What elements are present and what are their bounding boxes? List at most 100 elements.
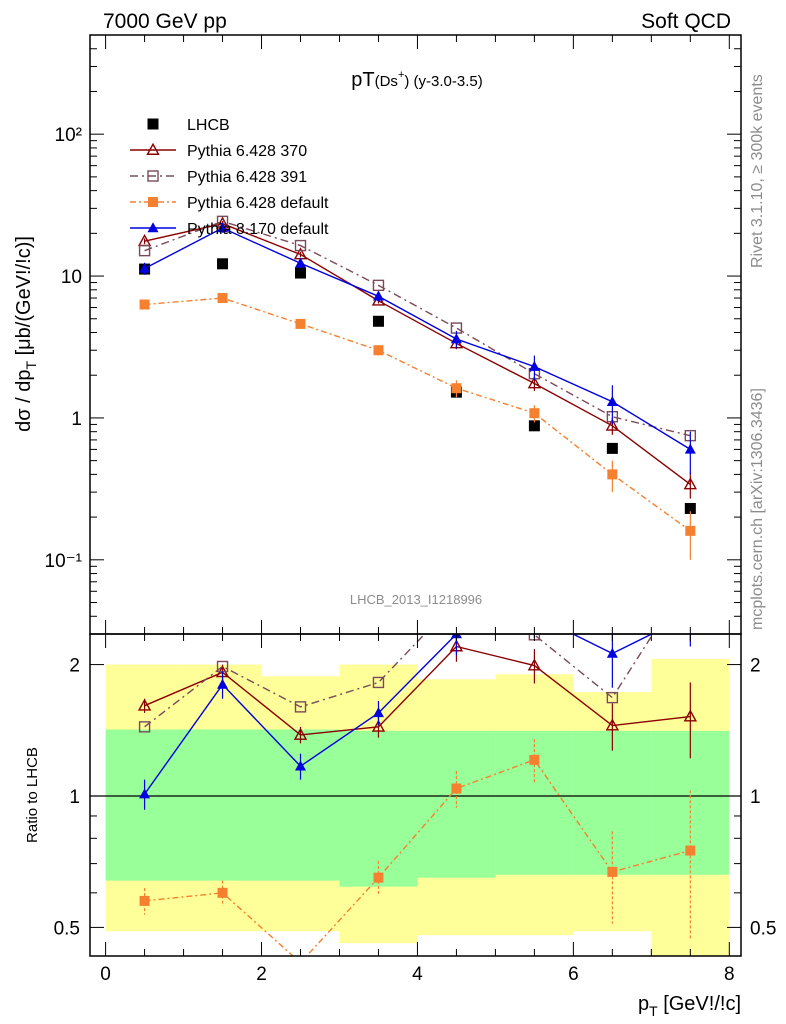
legend-marker	[147, 118, 159, 130]
ratio-point	[139, 895, 150, 906]
x-tick-label: 8	[724, 964, 735, 985]
data-point	[295, 267, 307, 279]
x-tick-label: 0	[100, 964, 111, 985]
band-1sigma	[573, 730, 652, 875]
ratio-series-2	[139, 739, 696, 968]
ratio-point	[607, 866, 618, 877]
ratio-point	[293, 727, 308, 740]
data-point	[295, 257, 307, 268]
ratio-point	[606, 647, 618, 658]
data-point	[684, 443, 696, 454]
header-left: 7000 GeV pp	[103, 10, 227, 33]
series-3	[139, 293, 696, 560]
x-tick-label: 6	[568, 964, 579, 985]
data-point	[527, 376, 542, 389]
y-tick-label: 1	[71, 409, 82, 430]
ratio-point	[527, 658, 542, 671]
data-point	[139, 262, 151, 273]
ratio-point	[137, 698, 152, 711]
ratio-panel: 0.5 0.5 1 1 2 2 0 2 4 6 8 Ratio to LHCB pT [GeV!/!…	[24, 570, 776, 1019]
series-line	[144, 227, 691, 451]
ratio-point	[451, 783, 462, 794]
ratio-y-tick-label: 1	[69, 787, 80, 808]
ratio-point	[138, 721, 151, 733]
y-tick-label: 10⁻¹	[45, 551, 83, 572]
data-point	[528, 360, 540, 371]
data-point	[372, 315, 384, 327]
ratio-y-tick-label: 0.5	[54, 918, 80, 939]
legend-label: Pythia 6.428 370	[187, 143, 307, 160]
ratio-y-tick-label: 2	[69, 656, 80, 677]
data-point	[295, 318, 306, 329]
data-point	[294, 239, 307, 252]
legend-label: LHCB	[187, 117, 230, 134]
data-point	[217, 258, 229, 270]
ratio-point	[529, 754, 540, 765]
ratio-point	[685, 570, 695, 580]
ratio-point	[294, 701, 307, 713]
band-1sigma	[261, 729, 340, 881]
legend-marker	[148, 197, 158, 207]
ratio-point	[139, 788, 151, 799]
series-line	[144, 297, 691, 532]
main-ticks: 10⁻¹ 1 10 10²	[45, 34, 741, 635]
data-point	[606, 396, 618, 407]
ratio-point	[217, 678, 229, 689]
data-point	[373, 345, 384, 356]
ratio-point	[296, 958, 306, 968]
legend: LHCB Pythia 6.428 370 Pythia 6.428 391 Pyth…	[130, 117, 329, 238]
data-point	[217, 293, 228, 304]
data-point	[450, 333, 462, 344]
data-point	[529, 408, 540, 419]
main-plot-area	[137, 215, 698, 560]
x-tick-label: 2	[256, 964, 267, 985]
ratio-y-tick-label-right: 2	[750, 656, 761, 677]
ratio-point	[683, 709, 698, 722]
ratio-ticks: 0.5 0.5 1 1 2 2 0 2 4 6 8	[54, 634, 776, 985]
ratio-point	[371, 719, 386, 732]
series-4	[139, 222, 696, 475]
x-axis-label: pT [GeV!/!c]	[638, 993, 741, 1019]
legend-marker	[146, 142, 160, 155]
data-point	[606, 442, 618, 454]
data-point	[683, 477, 698, 490]
data-point	[139, 299, 150, 310]
band-1sigma	[417, 730, 496, 878]
ratio-y-label: Ratio to LHCB	[24, 747, 41, 843]
series-line	[144, 220, 691, 437]
ratio-point	[606, 691, 619, 704]
ratio-point	[685, 845, 696, 856]
data-point	[685, 525, 696, 536]
data-point	[372, 279, 385, 292]
header-right: Soft QCD	[641, 10, 731, 33]
ratio-point	[295, 760, 307, 771]
series-line	[144, 222, 691, 485]
data-point	[528, 420, 540, 432]
main-panel: 10⁻¹ 1 10 10² pT(Ds+) (y-3.0-3.5) LHCB_2013…	[13, 34, 742, 635]
data-point	[217, 222, 229, 233]
ratio-point	[685, 609, 696, 619]
legend-label: Pythia 6.428 default	[187, 195, 329, 212]
legend-label: Pythia 6.428 391	[187, 169, 307, 186]
rivet-label: Rivet 3.1.10, ≥ 300k events	[749, 74, 766, 268]
ratio-point	[605, 718, 620, 731]
ratio-plot-area	[90, 570, 741, 968]
watermark: LHCB_2013_I1218996	[350, 592, 482, 607]
ratio-point	[372, 707, 384, 718]
data-point	[607, 469, 618, 480]
legend-marker	[147, 222, 159, 233]
ratio-point	[372, 676, 385, 689]
band-1sigma	[183, 729, 262, 881]
data-point	[605, 418, 620, 431]
x-tick-label: 4	[412, 964, 423, 985]
ratio-point	[373, 872, 384, 883]
legend-marker	[147, 170, 159, 182]
y-tick-label: 10	[61, 267, 82, 288]
plot-title: pT(Ds+) (y-3.0-3.5)	[351, 69, 482, 91]
y-axis-label: dσ / dpT [μb/(GeV!/!c)]	[13, 236, 39, 432]
ratio-point	[529, 609, 540, 619]
band-1sigma	[495, 730, 574, 875]
data-point	[684, 502, 696, 514]
ratio-line	[144, 634, 654, 795]
